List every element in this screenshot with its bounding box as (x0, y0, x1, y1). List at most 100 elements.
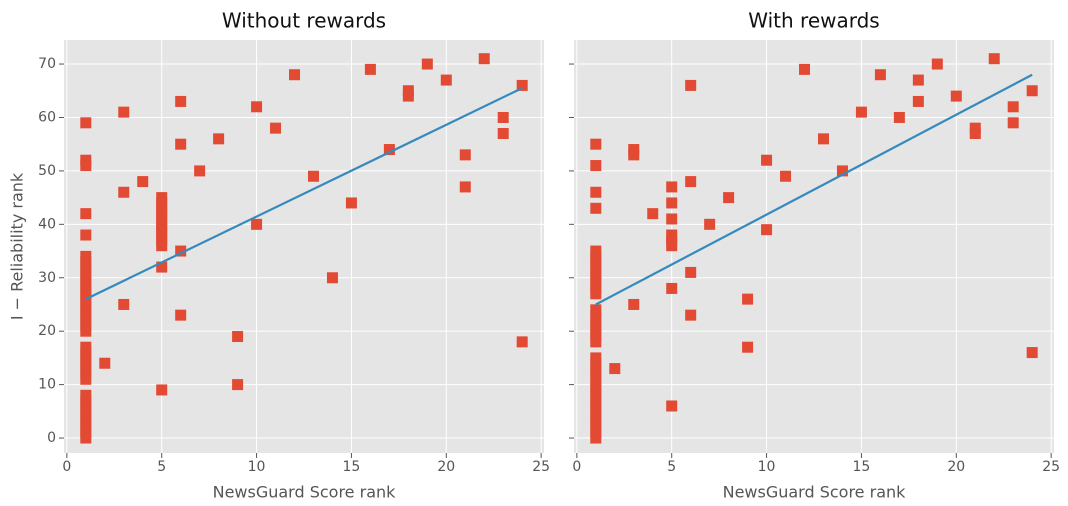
point (590, 336, 602, 348)
point (345, 197, 357, 209)
point (761, 154, 773, 166)
y-tick-label: 60 (38, 109, 56, 125)
y-tick-label: 30 (38, 270, 56, 286)
point (969, 127, 981, 139)
point (1026, 347, 1038, 359)
point (175, 138, 187, 150)
point (742, 341, 754, 353)
point (666, 197, 678, 209)
point (516, 336, 528, 348)
point (1026, 85, 1038, 97)
point (799, 63, 811, 75)
x-tick-label: 10 (758, 459, 776, 475)
point (440, 74, 452, 86)
point (118, 298, 130, 310)
point (80, 432, 92, 444)
point (685, 309, 697, 321)
point (364, 63, 376, 75)
point (289, 69, 301, 81)
point (156, 261, 168, 273)
point (156, 384, 168, 396)
point (118, 186, 130, 198)
point (326, 272, 338, 284)
point (590, 202, 602, 214)
point (912, 95, 924, 107)
point (232, 379, 244, 391)
x-tick-label: 20 (437, 459, 455, 475)
y-axis-label: I − Reliability rank (8, 172, 27, 320)
x-tick-label: 0 (62, 459, 71, 475)
point (666, 213, 678, 225)
point (590, 186, 602, 198)
point (893, 111, 905, 123)
plot-background (64, 40, 544, 453)
panel-title: With rewards (748, 9, 879, 33)
point (80, 325, 92, 337)
point (80, 229, 92, 241)
point (590, 160, 602, 172)
x-tick-label: 20 (947, 459, 965, 475)
point (194, 165, 206, 177)
fit-line (595, 73, 1033, 306)
point (118, 106, 130, 118)
point (950, 90, 962, 102)
x-tick-label: 5 (157, 459, 166, 475)
point (761, 224, 773, 236)
point (459, 149, 471, 161)
point (80, 160, 92, 172)
point (459, 181, 471, 193)
point (685, 79, 697, 91)
point (817, 133, 829, 145)
point (855, 106, 867, 118)
point (704, 218, 716, 230)
point (723, 192, 735, 204)
point (988, 53, 1000, 65)
x-tick-label: 25 (1042, 459, 1060, 475)
point (80, 117, 92, 129)
point (516, 79, 528, 91)
x-tick-label: 15 (853, 459, 871, 475)
point (912, 74, 924, 86)
fit-line (85, 87, 523, 301)
point (666, 240, 678, 252)
y-tick-label: 50 (38, 163, 56, 179)
point (156, 240, 168, 252)
point (1007, 101, 1019, 113)
y-tick-label: 0 (47, 430, 56, 446)
point (80, 373, 92, 385)
y-tick-label: 70 (38, 56, 56, 72)
x-axis-label: NewsGuard Score rank (213, 483, 397, 502)
point (666, 400, 678, 412)
point (874, 69, 886, 81)
point (780, 170, 792, 182)
point (175, 245, 187, 257)
x-tick-label: 15 (343, 459, 361, 475)
x-tick-label: 25 (532, 459, 550, 475)
point (421, 58, 433, 70)
point (213, 133, 225, 145)
point (931, 58, 943, 70)
point (590, 288, 602, 300)
point (270, 122, 282, 134)
point (99, 357, 111, 369)
point (647, 208, 659, 220)
point (307, 170, 319, 182)
point (80, 208, 92, 220)
point (497, 127, 509, 139)
point (628, 149, 640, 161)
y-tick-label: 10 (38, 377, 56, 393)
point (137, 176, 149, 188)
point (383, 144, 395, 156)
point (232, 331, 244, 343)
x-tick-label: 0 (572, 459, 581, 475)
point (251, 218, 263, 230)
point (590, 138, 602, 150)
y-tick-label: 40 (38, 216, 56, 232)
point (609, 363, 621, 375)
point (175, 95, 187, 107)
point (402, 90, 414, 102)
point (497, 111, 509, 123)
point (1007, 117, 1019, 129)
x-axis-label: NewsGuard Score rank (723, 483, 907, 502)
point (685, 266, 697, 278)
